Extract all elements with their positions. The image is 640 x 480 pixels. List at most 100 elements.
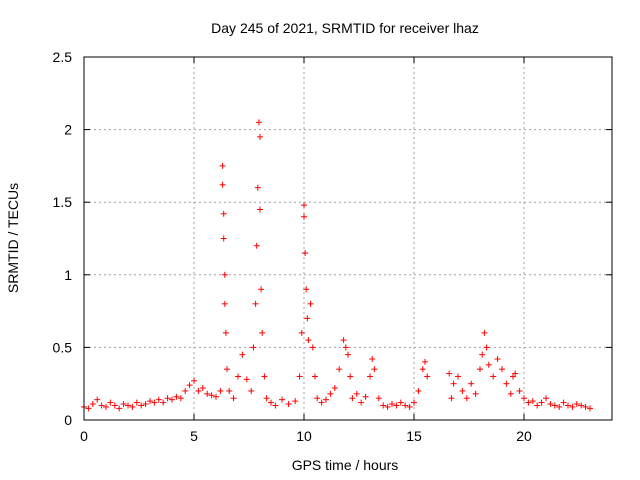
data-point [367,373,373,380]
data-point [415,387,422,394]
data-point [490,373,497,380]
data-point [307,300,314,307]
x-tick-label: 15 [406,428,422,444]
data-point [336,366,343,373]
data-point [587,405,593,412]
data-point [292,398,299,405]
data-point [448,395,455,402]
data-point [560,399,567,406]
plot-frame [83,56,613,421]
data-point [111,402,118,409]
data-point [94,396,101,403]
data-point [353,390,360,397]
data-point [296,373,303,380]
data-point [151,399,158,406]
data-point [220,210,227,217]
data-point [362,393,369,400]
data-point [479,351,486,358]
data-point [272,402,279,409]
data-point [342,344,349,351]
data-point [477,366,483,373]
data-point [173,393,180,400]
data-point [582,403,589,410]
data-point [556,403,563,410]
data-point [208,392,215,399]
data-point [261,373,268,380]
data-point [279,396,285,403]
data-point [402,402,409,409]
data-point [147,398,153,405]
data-point [253,242,260,249]
data-point [331,385,338,392]
data-point [255,119,262,126]
data-point [327,390,334,397]
data-point [285,401,292,408]
data-point [142,401,149,408]
data-point [226,387,233,394]
data-point [538,399,545,406]
data-point [450,380,457,387]
data-point [369,356,376,363]
data-point [358,399,365,406]
data-point [222,329,229,336]
data-point [164,395,171,402]
data-point [133,399,140,406]
x-tick-label: 0 [80,428,88,444]
y-tick-label: 1.5 [53,194,73,210]
data-point [483,344,490,351]
data-point [384,403,391,410]
data-point [89,401,96,408]
data-point [263,395,270,402]
data-point [243,376,250,383]
data-point [573,401,580,408]
y-tick-label: 2.5 [53,49,73,65]
data-point [472,390,479,397]
data-point [258,286,265,293]
data-point [182,387,189,394]
data-point [534,402,541,409]
data-point [169,396,175,403]
data-point [406,403,413,410]
data-point [481,329,488,336]
data-point [235,373,241,380]
data-point [349,395,356,402]
data-point [345,351,351,358]
data-point [422,358,428,365]
data-point [116,405,123,412]
data-point [221,271,228,278]
data-point [312,373,318,380]
data-point [213,393,219,400]
data-point [259,329,266,336]
x-tick-label: 5 [190,428,198,444]
data-point [248,387,255,394]
data-point [375,395,382,402]
data-point [389,401,395,408]
x-axis-label: GPS time / hours [292,457,399,473]
data-point [98,402,105,409]
data-point [323,396,329,403]
data-point [525,399,532,406]
data-point [424,373,431,380]
data-point [221,300,228,307]
data-point [177,395,184,402]
data-point [551,402,558,409]
data-point [219,181,226,188]
data-point [543,395,549,402]
data-point [199,385,206,392]
data-point [257,206,263,213]
data-point [217,387,224,394]
data-point [301,213,307,220]
data-point [521,395,527,402]
data-point [380,402,387,409]
data-point [138,402,145,409]
data-point [186,382,193,389]
data-point [301,202,307,209]
data-point [507,390,514,397]
data-point [219,162,226,169]
data-point [195,387,202,394]
data-point [303,286,310,293]
y-tick-label: 0.5 [53,339,73,355]
data-point [239,351,246,358]
data-point [347,373,354,380]
data-point [463,395,470,402]
